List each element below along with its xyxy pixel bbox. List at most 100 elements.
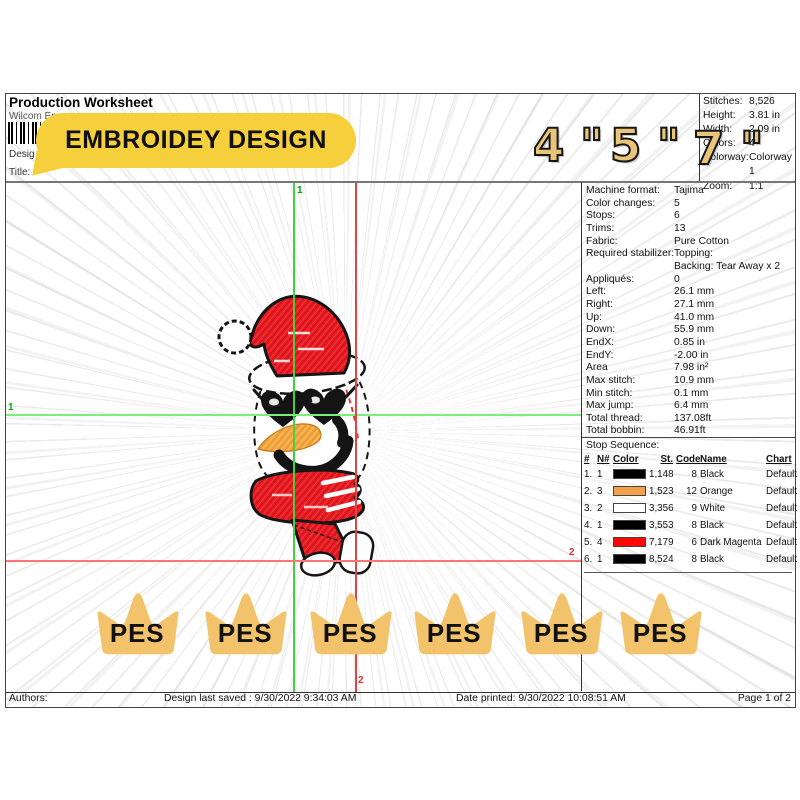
crown-icon <box>310 593 392 655</box>
detail-label: Fabric: <box>586 235 618 247</box>
detail-row: Down: 55.9 mm <box>582 324 795 337</box>
detail-value: 46.91ft <box>674 425 706 437</box>
detail-label <box>582 261 674 274</box>
cell-name: Black <box>700 554 724 565</box>
stop-row: 2. 3 1,523 12 Orange Default <box>584 484 797 501</box>
detail-value: Pure Cotton <box>674 235 729 247</box>
divider <box>582 437 795 438</box>
pes-format-badge: PES <box>620 593 702 655</box>
end-marker-bottom: 2 <box>358 675 364 686</box>
detail-value: Topping: <box>674 248 713 260</box>
cell-num: 6. <box>584 554 593 565</box>
detail-row: Right: 27.1 mm <box>582 299 795 312</box>
col-color: Color <box>613 454 639 465</box>
detail-label: Down: <box>586 324 616 336</box>
detail-row: Machine format: Tajima <box>582 185 795 198</box>
detail-label: Machine format: <box>586 185 660 196</box>
detail-label: Up: <box>586 311 603 323</box>
software-name: Wilcom Em <box>9 111 60 122</box>
cell-stitches: 1,148 <box>649 469 674 480</box>
size-4-inch: 4 " <box>532 119 604 172</box>
detail-row: Up: 41.0 mm <box>582 312 795 325</box>
detail-row: Appliqués: 0 <box>582 274 795 287</box>
cell-needle: 2 <box>597 503 603 514</box>
color-swatch <box>613 486 646 496</box>
crown-icon <box>205 593 287 655</box>
cell-chart: Default <box>766 503 798 514</box>
detail-label: Total bobbin: <box>586 425 645 437</box>
info-value: 3.81 in <box>749 110 780 122</box>
cell-num: 2. <box>584 486 593 497</box>
detail-row: EndX: 0.85 in <box>582 337 795 350</box>
detail-row: Left: 26.1 mm <box>582 286 795 299</box>
cell-num: 1. <box>584 469 593 480</box>
cell-stitches: 3,356 <box>649 503 674 514</box>
end-guide-horizontal <box>6 560 581 562</box>
cell-needle: 1 <box>597 554 603 565</box>
cell-num: 3. <box>584 503 593 514</box>
cell-code: 12 <box>686 486 697 497</box>
detail-value: 13 <box>674 222 686 234</box>
detail-row: Stops: 6 <box>582 210 795 223</box>
color-swatch <box>613 503 646 513</box>
col-stitches: St. <box>660 454 673 465</box>
cell-needle: 1 <box>597 469 603 480</box>
cell-chart: Default <box>766 486 798 497</box>
detail-label: Area <box>586 362 608 374</box>
info-row: Height: 3.81 in <box>703 109 794 123</box>
santa-hat <box>247 294 352 378</box>
detail-row: Total thread: 137.08ft <box>582 413 795 426</box>
cell-needle: 3 <box>597 486 603 497</box>
info-value: 2.09 in <box>749 124 780 136</box>
detail-value: 7.98 in² <box>674 362 709 374</box>
info-row: Stitches: 8,526 <box>703 95 794 109</box>
pes-label: PES <box>218 618 272 648</box>
stop-row: 3. 2 3,356 9 White Default <box>584 501 797 518</box>
cell-name: Black <box>700 520 724 531</box>
authors-label: Authors: <box>9 693 48 704</box>
pes-label: PES <box>633 618 687 648</box>
detail-value: 10.9 mm <box>674 374 715 386</box>
info-label: Height: <box>703 110 736 122</box>
cell-code: 8 <box>691 554 697 565</box>
stop-sequence-title: Stop Sequence: <box>586 440 660 451</box>
design-details: Machine format: Tajima Color changes: 5 St… <box>582 185 795 438</box>
info-value: Colorway 1 <box>749 152 792 178</box>
stop-row: 6. 1 8,524 8 Black Default <box>584 552 797 569</box>
pes-format-badge: PES <box>205 593 287 655</box>
cell-stitches: 1,523 <box>649 486 674 497</box>
hat-pompom <box>217 319 253 355</box>
pes-format-badge: PES <box>310 593 392 655</box>
col-num: # <box>584 454 590 465</box>
detail-label: Min stitch: <box>586 387 633 399</box>
col-name: Name <box>700 454 727 465</box>
design-info-box: Stitches: 8,526 Height: 3.81 in Width: 2.09… <box>699 94 794 192</box>
detail-value: 0.1 mm <box>674 387 709 399</box>
pes-label: PES <box>427 618 481 648</box>
carrot-nose <box>257 423 322 453</box>
pes-label: PES <box>110 618 164 648</box>
detail-label: EndX: <box>586 336 615 348</box>
detail-row: Max jump: 6.4 mm <box>582 400 795 413</box>
detail-label: Max stitch: <box>586 374 636 386</box>
bubble-text: EMBROIDEY DESIGN <box>65 126 327 154</box>
detail-row: Area 7.98 in² <box>582 362 795 375</box>
detail-value: 0.85 in <box>674 336 705 348</box>
detail-value: 55.9 mm <box>674 324 715 336</box>
cell-chart: Default <box>766 537 798 548</box>
cell-num: 5. <box>584 537 593 548</box>
design-canvas: 1 1 2 2 <box>6 181 581 693</box>
cell-stitches: 3,553 <box>649 520 674 531</box>
worksheet-page: Production Worksheet Wilcom Em Desig Tit… <box>5 93 797 708</box>
cell-stitches: 8,524 <box>649 554 674 565</box>
stop-row: 4. 1 3,553 8 Black Default <box>584 518 797 535</box>
page-number: Page 1 of 2 <box>737 693 791 704</box>
stop-row: 5. 4 7,179 6 Dark Magenta Default <box>584 535 797 552</box>
start-marker-top: 1 <box>297 185 303 196</box>
detail-value: 27.1 mm <box>674 298 715 310</box>
cell-name: Dark Magenta <box>700 537 762 548</box>
detail-label: Left: <box>586 286 607 298</box>
detail-label: Stops: <box>586 210 616 222</box>
start-marker-left: 1 <box>8 402 14 413</box>
callout-bubble: EMBROIDEY DESIGN <box>36 113 356 168</box>
